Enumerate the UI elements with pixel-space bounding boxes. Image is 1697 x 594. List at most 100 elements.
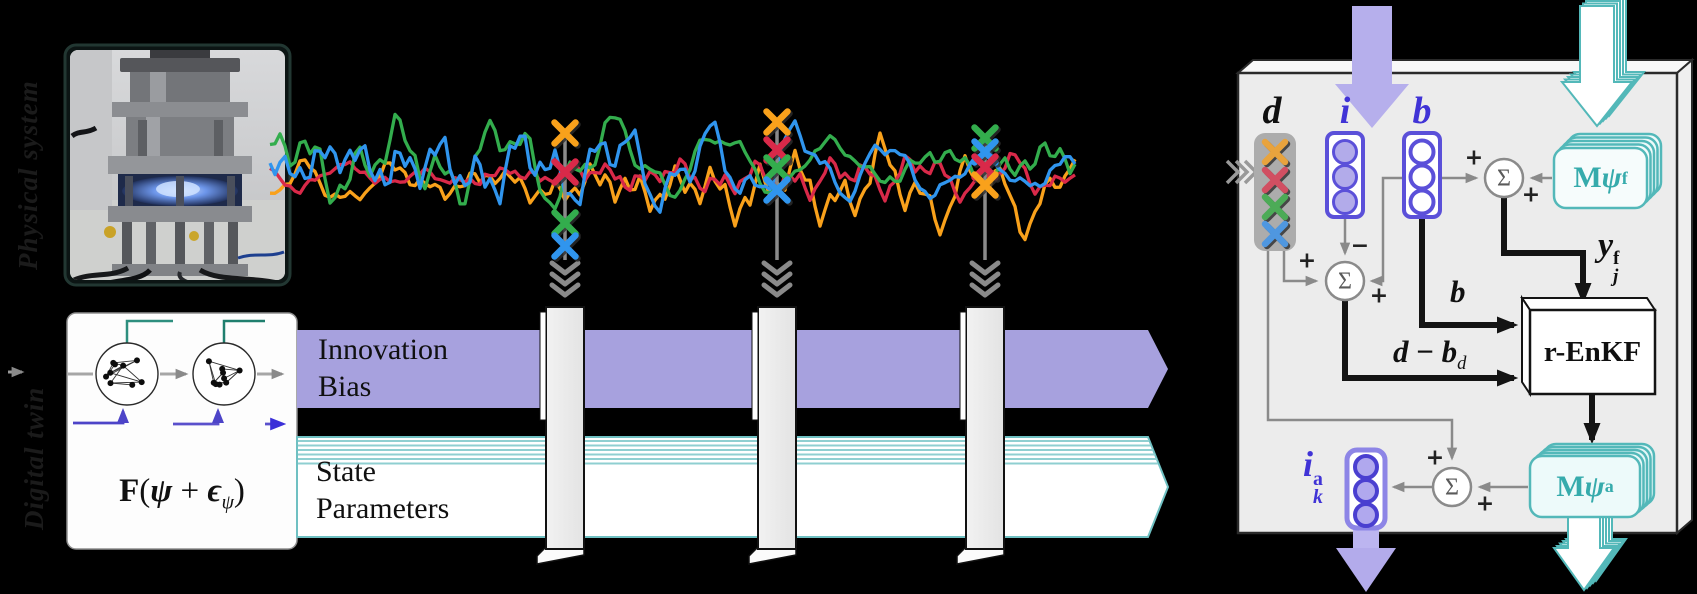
nn-node [103, 373, 110, 380]
yjf-line [1501, 197, 1592, 305]
nn-node [221, 375, 228, 382]
ika-sup: a [1313, 467, 1323, 490]
ika-vector [1344, 447, 1388, 531]
nn-node [205, 358, 212, 365]
x-marker [551, 209, 579, 237]
sum-analysis [1431, 466, 1473, 508]
sigma-analysis: Σ [1445, 474, 1459, 501]
nn-node [138, 379, 145, 386]
sample-arrow-chevron [969, 282, 1001, 298]
formula-plus: + [180, 473, 200, 509]
mpsif-sup: f [1621, 167, 1628, 188]
d-label: d [1262, 90, 1282, 133]
ika-i: i [1303, 444, 1314, 484]
renkf-label: r-EnKF [1543, 335, 1642, 368]
sample-arrow-chevron [549, 282, 581, 298]
mpsia-sup: a [1604, 476, 1614, 497]
dbd-b: b [1441, 334, 1458, 369]
state-in-arrow-stack [1559, 0, 1647, 128]
series-sensor-green [269, 112, 1077, 211]
formula-eps-sub: ψ [221, 491, 234, 514]
state-parameters-band [296, 436, 1170, 538]
recurrent-link-1 [125, 319, 173, 344]
sample-arrow-chevron [549, 271, 581, 287]
digital-twin-frame [66, 312, 298, 550]
dbd-label: d − bd [1393, 334, 1467, 375]
plus-sign: + [1475, 491, 1495, 517]
sum-forecast [1483, 157, 1525, 199]
assimilation-slabs [536, 306, 1005, 565]
x-marker [551, 119, 579, 147]
nn-node [212, 381, 219, 388]
observation-arrows [549, 108, 1001, 298]
sample-arrow-chevron [549, 260, 581, 276]
formula-close: ) [233, 473, 245, 509]
mpsif-M: M [1573, 161, 1602, 195]
dbd-sub: d [1457, 353, 1467, 375]
sample-arrow-chevron [969, 260, 1001, 276]
innovation-label: Innovation [318, 333, 448, 366]
x-marker [551, 158, 579, 186]
ika-sub: k [1313, 486, 1323, 509]
b-label: b [1412, 90, 1432, 133]
gray-connectors [1266, 172, 1552, 493]
physical-system-label: Physical system [13, 80, 43, 271]
nn-edge [225, 370, 240, 383]
nn-node [107, 380, 114, 387]
panel-right-face [1676, 57, 1693, 536]
nn-node [120, 362, 127, 369]
nn-edge [110, 372, 142, 383]
sample-arrow-chevron [761, 260, 793, 276]
cell1-input-arrow [73, 408, 129, 425]
assimilation-slab [748, 306, 797, 565]
slab-face [757, 306, 797, 550]
sigma-forecast: Σ [1497, 165, 1511, 192]
formula-F: F [119, 473, 140, 509]
x-marker [1261, 166, 1289, 194]
state-out-arrow-stack [1552, 504, 1628, 592]
x-marker [1261, 220, 1289, 248]
d-to-analysis-line [1266, 251, 1458, 461]
b-line-label: b [1450, 274, 1466, 309]
parameters-label: Parameters [316, 492, 450, 525]
sum-innovation [1324, 260, 1366, 302]
formula-psi: ψ [150, 473, 173, 509]
renkf-box [1520, 294, 1657, 398]
b-vector [1402, 131, 1442, 219]
nn-edge [110, 381, 142, 384]
x-marker [551, 232, 579, 260]
slab-highlight [539, 311, 547, 421]
assimilation-slab [536, 306, 585, 565]
nn-node [111, 361, 118, 368]
x-marker [763, 108, 791, 136]
nn-node [236, 367, 243, 374]
dbd-d: d [1393, 334, 1409, 369]
formula-eps: ϵ [207, 473, 222, 509]
yjf-sup: f [1613, 248, 1620, 270]
state-parameters-arrow [296, 436, 1170, 538]
nn-node [129, 381, 136, 388]
assimilation-panel [1225, 0, 1695, 592]
mpsia-psi: ψ [1584, 469, 1605, 503]
dbd-minus: − [1416, 334, 1434, 369]
time-series-plot [268, 112, 1077, 242]
bias-label: Bias [318, 370, 372, 403]
i-label: i [1339, 90, 1351, 133]
assimilation-slab [956, 306, 1005, 565]
mpsi-f-stack [1552, 132, 1663, 210]
digital-twin-box [8, 312, 298, 550]
x-marker [1261, 138, 1289, 166]
nn-node [107, 369, 114, 376]
mpsia-M: M [1556, 469, 1585, 503]
nn-node [219, 365, 226, 372]
d-vector-markers [1261, 138, 1291, 250]
nn-edge [208, 360, 240, 371]
plus-sign: + [1425, 445, 1445, 471]
nn-node [133, 357, 140, 364]
state-label: State [316, 455, 376, 488]
yjf-y: y [1598, 227, 1614, 264]
